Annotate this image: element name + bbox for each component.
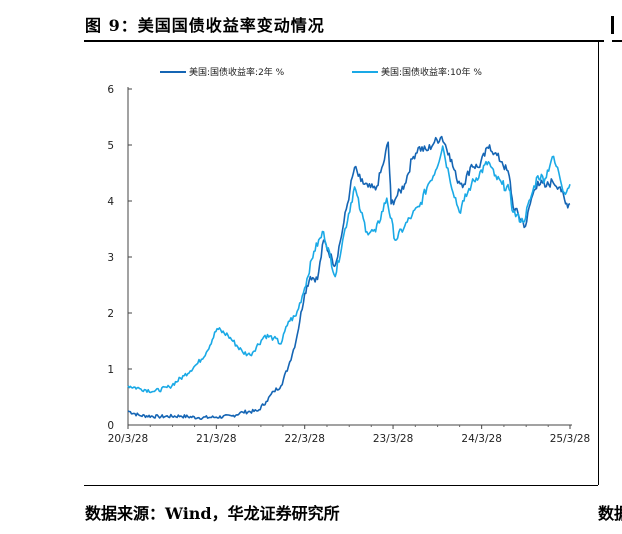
adjacent-source-fragment: 数据	[598, 504, 622, 523]
legend-label: 美国:国债收益率:10年 %	[381, 66, 482, 78]
bottom-rule	[84, 485, 598, 486]
adjacent-title-rule	[612, 40, 622, 42]
source-note: 数据来源：Wind，华龙证券研究所	[85, 504, 340, 523]
series-line-10y	[127, 145, 571, 394]
title-rule	[84, 40, 604, 42]
figure-title: 图 9：美国国债收益率变动情况	[85, 16, 325, 35]
chart-legend: 美国:国债收益率:2年 % 美国:国债收益率:10年 %	[160, 66, 482, 78]
y-tick-label: 4	[107, 196, 114, 208]
legend-label: 美国:国债收益率:2年 %	[189, 66, 285, 78]
x-tick-label: 22/3/28	[284, 433, 324, 445]
y-tick-label: 2	[107, 308, 114, 320]
y-tick-label: 6	[107, 84, 114, 96]
y-tick-label: 1	[107, 364, 114, 376]
x-tick-label: 20/3/28	[108, 433, 148, 445]
x-tick-label: 21/3/28	[196, 433, 236, 445]
chart-axes: 0 1 2 3 4 5 6 20/3/28 21/3/28 22/3/28 23/3/28 24/3/…	[107, 84, 590, 445]
x-tick-label: 23/3/28	[373, 433, 413, 445]
series-line-2y	[127, 135, 571, 420]
y-tick-label: 5	[107, 140, 114, 152]
chart-series	[127, 135, 571, 420]
y-tick-label: 3	[107, 252, 114, 264]
adjacent-figure-bar	[611, 16, 614, 34]
figure-divider	[598, 42, 599, 485]
x-tick-label: 24/3/28	[461, 433, 501, 445]
y-tick-label: 0	[107, 420, 114, 432]
x-tick-label: 25/3/28	[550, 433, 590, 445]
